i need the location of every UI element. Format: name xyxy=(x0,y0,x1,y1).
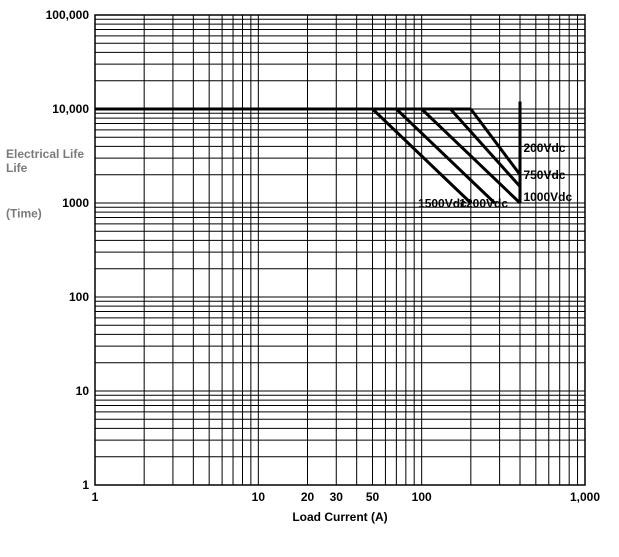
series-label-200vdc: 200Vdc xyxy=(523,141,565,155)
y-tick-label: 100 xyxy=(69,290,89,304)
y-tick-label: 1 xyxy=(82,478,89,492)
x-tick-label: 100 xyxy=(412,490,432,504)
y-axis-label-bottom: (Time) xyxy=(6,207,42,221)
y-tick-label: 10,000 xyxy=(52,102,89,116)
x-tick-label: 20 xyxy=(301,490,315,504)
y-tick-label: 1000 xyxy=(62,196,89,210)
series-label-1500vdc: 1500Vdc xyxy=(418,196,467,210)
series-label-750vdc: 750Vdc xyxy=(523,168,565,182)
x-tick-label: 1,000 xyxy=(570,490,600,504)
series-label-1000vdc: 1000Vdc xyxy=(523,190,572,204)
x-tick-label: 30 xyxy=(330,490,344,504)
x-axis-label: Load Current (A) xyxy=(292,510,387,524)
electrical-life-chart: 1 10 20 30 50 100 1,000 1 10 100 1000 10,000 100,000… xyxy=(0,0,619,557)
y-axis-label-top: Electrical Life xyxy=(6,147,84,161)
x-tick-label: 10 xyxy=(252,490,266,504)
x-tick-label: 50 xyxy=(366,490,380,504)
y-axis-label-top2: Life xyxy=(6,161,28,175)
y-tick-label: 10 xyxy=(76,384,90,398)
y-tick-label: 100,000 xyxy=(46,8,90,22)
x-tick-label: 1 xyxy=(92,490,99,504)
chart-container: { "chart": { "type": "line-loglog", "bac… xyxy=(0,0,619,557)
